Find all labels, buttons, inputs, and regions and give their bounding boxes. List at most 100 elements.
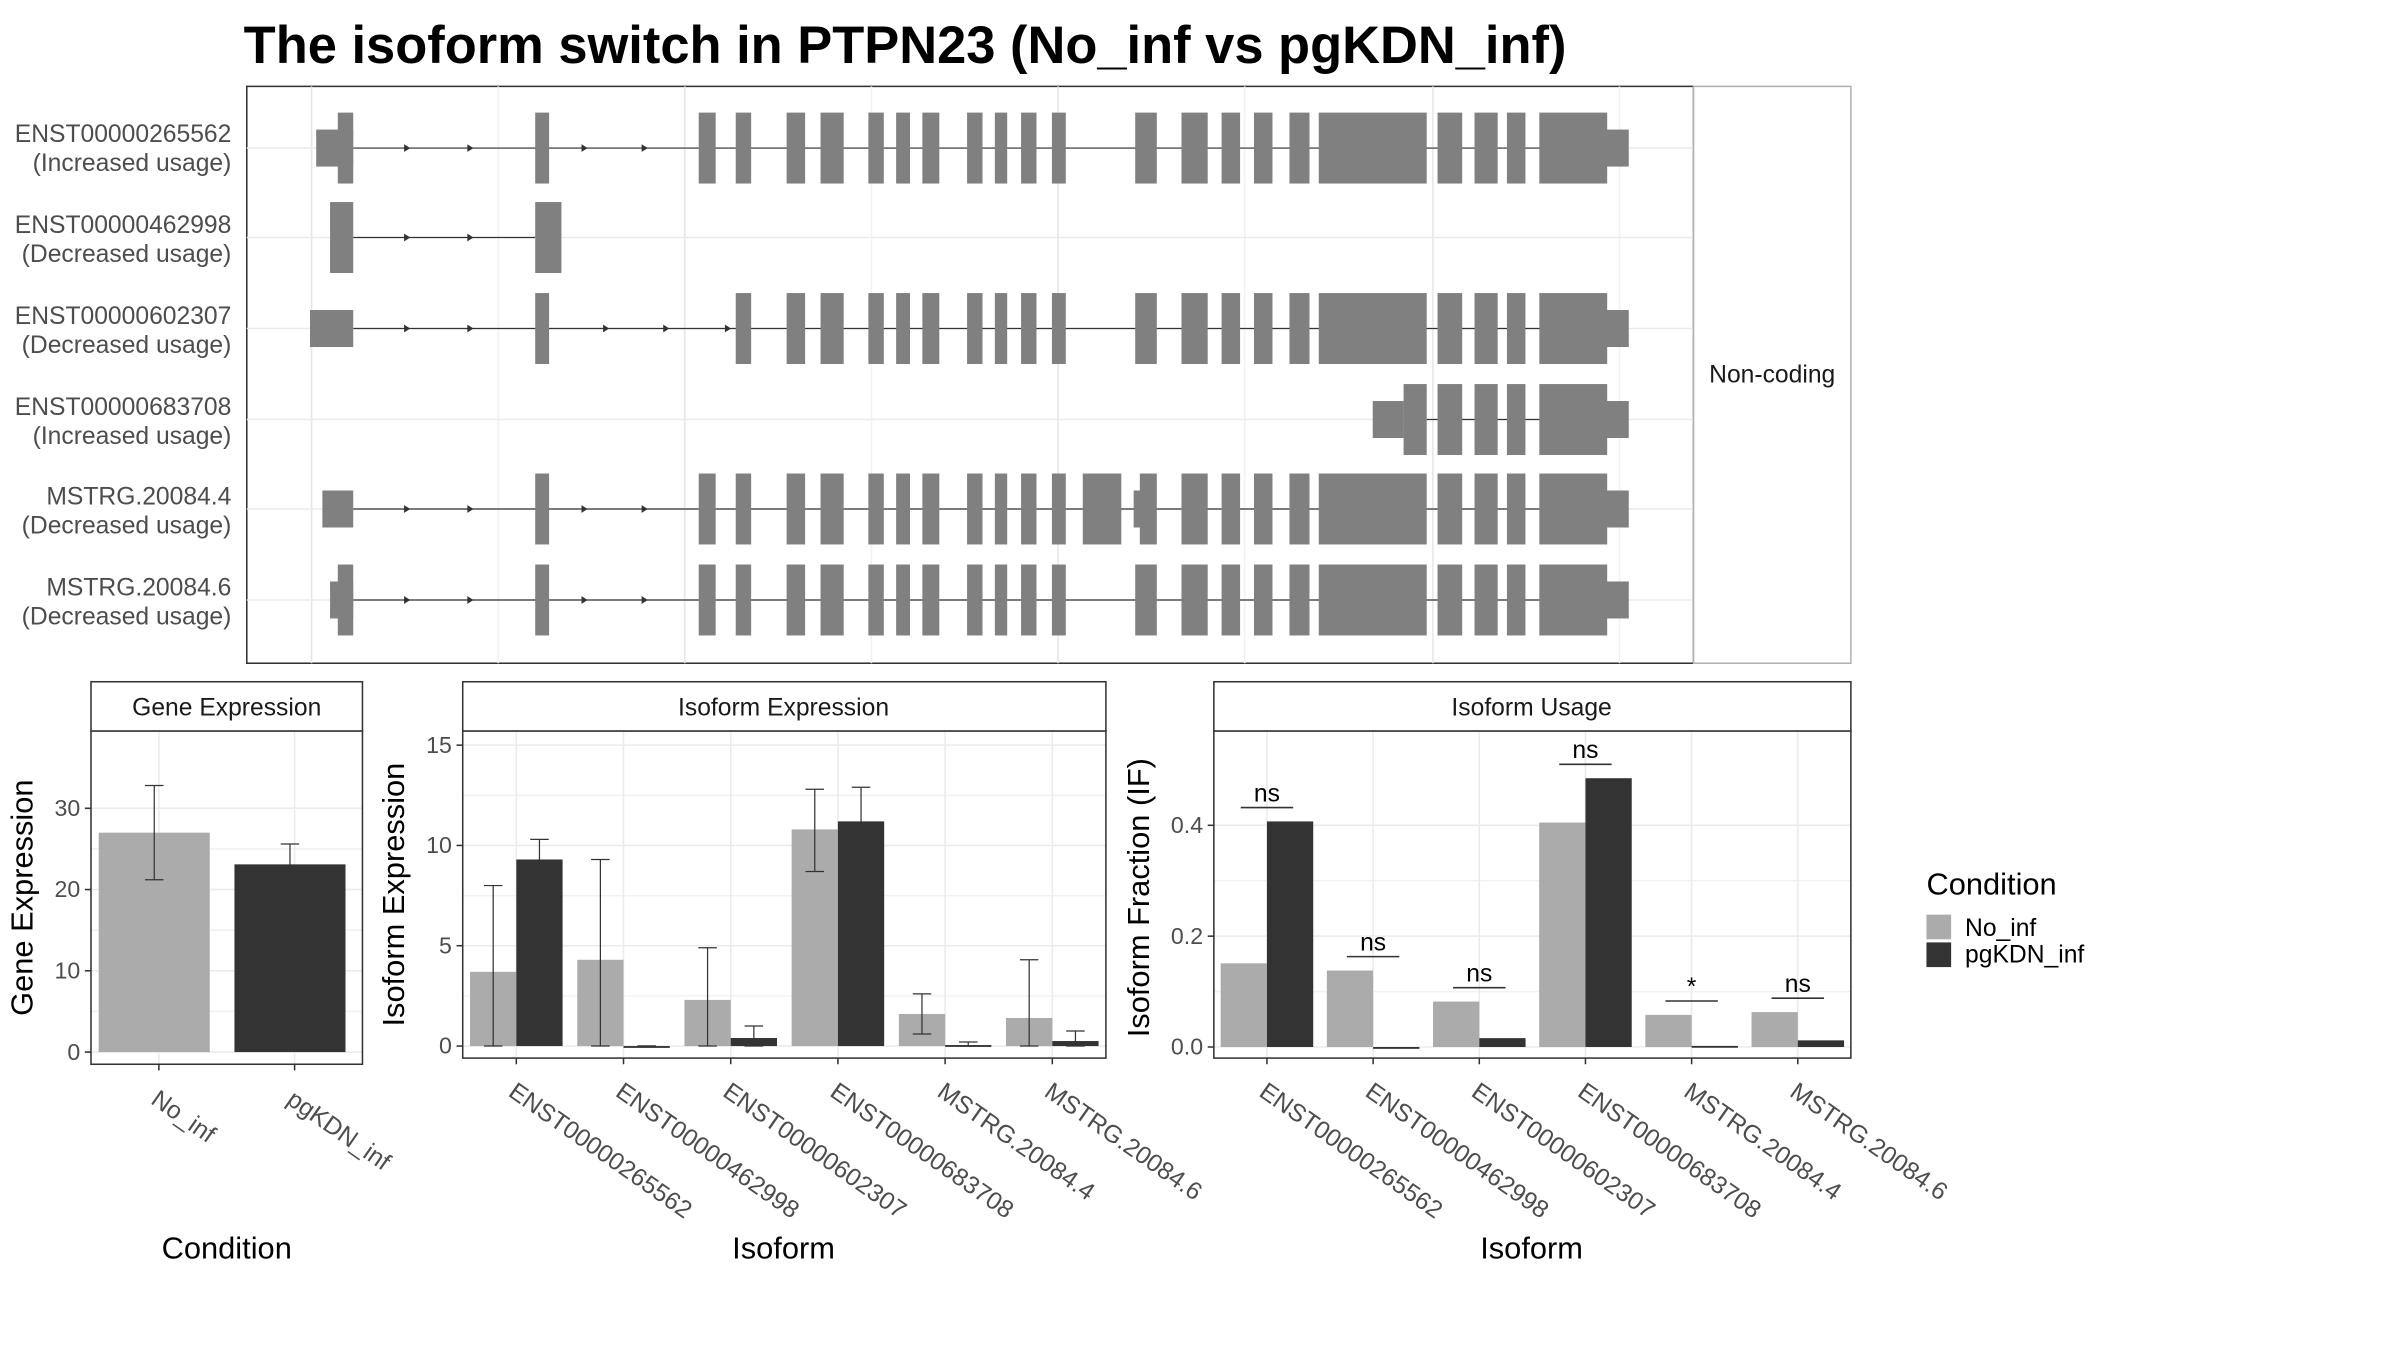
coding-exon — [868, 473, 884, 545]
isoform-usage-plot: 0.0 0.2 0.4 ENST00000265562ENST00000462998E… — [1171, 731, 1952, 1224]
significance-label: * — [1687, 974, 1697, 1001]
coding-exon — [1021, 112, 1037, 184]
utr-exon — [322, 490, 354, 528]
bar — [1326, 970, 1374, 1048]
coding-exon — [1135, 112, 1157, 184]
plot-background — [1213, 731, 1851, 1059]
coding-exon — [535, 473, 550, 545]
bar — [516, 859, 563, 1047]
coding-exon — [1221, 293, 1241, 365]
coding-exon — [1318, 112, 1427, 184]
y-tick-label: 5 — [439, 932, 452, 958]
x-tick-label: pgKDN_inf — [282, 1086, 395, 1177]
x-tick-label: ENST00000265562 — [1254, 1078, 1447, 1224]
x-tick-label: ENST00000683708 — [825, 1078, 1018, 1224]
coding-exon — [896, 473, 911, 545]
utr-exon — [1372, 401, 1404, 439]
coding-exon — [994, 473, 1008, 545]
strand-arrow — [467, 596, 474, 604]
bar — [1585, 778, 1632, 1048]
coding-exon — [1289, 564, 1310, 636]
isoform-name: ENST00000683708 — [15, 394, 232, 421]
bar — [234, 864, 346, 1053]
coding-exon — [1506, 473, 1526, 545]
coding-exon — [820, 473, 844, 545]
y-tick-label: 0 — [439, 1033, 452, 1059]
coding-exon — [922, 112, 940, 184]
strand-arrow — [467, 233, 474, 242]
y-tick-label: 0.2 — [1171, 923, 1203, 949]
isoform-usage: (Increased usage) — [33, 150, 232, 177]
coding-exon — [1051, 473, 1066, 545]
coding-exon — [1289, 473, 1310, 545]
coding-exon — [1253, 564, 1273, 636]
utr-exon — [1604, 490, 1629, 528]
coding-exon — [1051, 564, 1066, 636]
coding-exon — [1253, 293, 1273, 365]
strand-arrow — [581, 596, 588, 604]
coding-exon — [337, 564, 354, 636]
coding-exon — [1403, 384, 1427, 456]
isoform-track — [310, 293, 1629, 365]
strand-arrow — [724, 324, 732, 333]
bar — [1539, 822, 1586, 1048]
x-tick-label: ENST00000462998 — [611, 1078, 804, 1224]
y-axis-title: Gene Expression — [4, 779, 39, 1015]
coding-exon — [535, 293, 550, 365]
isoform-usage: (Decreased usage) — [22, 604, 232, 631]
coding-exon — [735, 293, 752, 365]
coding-exon — [1474, 293, 1498, 365]
coding-exon — [1253, 112, 1273, 184]
coding-exon — [1135, 293, 1157, 365]
isoform-label-1: ENST00000462998 (Decreased usage) — [15, 212, 232, 268]
coding-exon — [337, 112, 354, 184]
x-axis-title: Isoform — [1480, 1231, 1583, 1266]
strand-arrow — [404, 144, 411, 152]
legend-label-pgkdn-inf: pgKDN_inf — [1965, 941, 2084, 968]
coding-exon — [1539, 384, 1608, 456]
coding-exon — [994, 293, 1008, 365]
panel-strip — [90, 680, 364, 732]
coding-exon — [1021, 293, 1037, 365]
coding-exon — [1437, 564, 1463, 636]
y-tick-label: 20 — [54, 876, 80, 902]
utr-exon — [1604, 401, 1629, 439]
x-tick-label: No_inf — [146, 1086, 220, 1149]
coding-exon — [330, 202, 354, 274]
bar — [1479, 1038, 1526, 1048]
legend-key-no-inf — [1926, 914, 1952, 940]
panel-strip-label: Isoform Expression — [678, 695, 889, 722]
isoform-usage: (Increased usage) — [33, 423, 232, 450]
coding-exon — [735, 564, 752, 636]
structure-tracks — [310, 112, 1629, 636]
coding-exon — [1506, 564, 1526, 636]
strand-arrow — [603, 324, 610, 333]
coding-exon — [868, 112, 884, 184]
coding-exon — [1506, 112, 1526, 184]
coding-exon — [967, 564, 983, 636]
bar — [623, 1046, 670, 1048]
utr-exon — [1604, 129, 1629, 167]
coding-exon — [1437, 384, 1463, 456]
isoform-name: MSTRG.20084.4 — [46, 483, 231, 510]
isoform-name: ENST00000265562 — [15, 121, 232, 148]
coding-exon — [786, 112, 806, 184]
gene-expression-plot: 0 10 20 30 No_inf pgKDN_inf — [54, 731, 395, 1176]
coding-exon — [698, 473, 716, 545]
legend-key-pgkdn-inf — [1926, 942, 1952, 968]
coding-exon — [1506, 384, 1526, 456]
isoform-expression-plot: 0 5 10 15 ENST00000265562ENST00000462998ENST… — [426, 731, 1207, 1224]
strand-arrow — [467, 324, 474, 333]
coding-exon — [735, 473, 752, 545]
isoform-usage: (Decreased usage) — [22, 513, 232, 540]
coding-exon — [820, 112, 844, 184]
coding-exon — [1221, 112, 1241, 184]
strand-arrow — [663, 324, 670, 333]
isoform-usage-panel: Isoform Usage 0.00.20.4ENST00000265562EN… — [1121, 680, 1952, 1266]
coding-exon — [994, 564, 1008, 636]
panel-strip — [461, 680, 1107, 732]
coding-exon — [698, 112, 716, 184]
coding-exon — [868, 564, 884, 636]
